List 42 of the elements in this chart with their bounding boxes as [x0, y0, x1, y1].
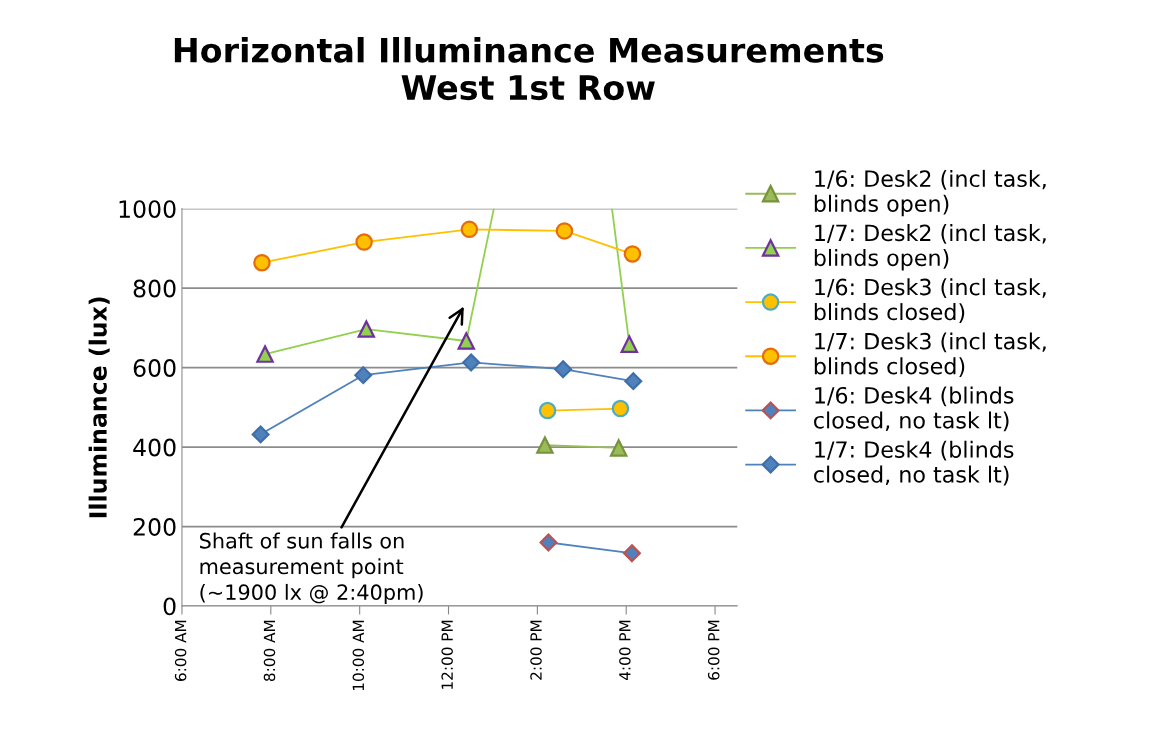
x-tick-label: 4:00 PM	[619, 620, 631, 681]
point	[624, 372, 643, 391]
point	[462, 353, 481, 372]
y-tick-label: 0	[163, 597, 176, 616]
x-tick-label: 6:00 AM	[174, 620, 187, 681]
point	[623, 544, 641, 563]
y-axis-title: Illuminance (lux)	[88, 297, 110, 518]
point	[620, 335, 639, 353]
legend-label: 1/7: Desk2 (incl task, blinds open)	[814, 224, 1046, 271]
x-tick-label: 10:00 AM	[352, 620, 365, 691]
point	[609, 439, 628, 457]
point	[354, 366, 373, 385]
point	[555, 222, 574, 240]
point	[357, 320, 376, 338]
annotation: Shaft of sun falls on measurement point (~1900 lx @ 2:40pm)	[200, 532, 423, 605]
legend-label: 1/6: Desk3 (incl task, blinds closed)	[814, 278, 1046, 323]
point	[460, 220, 479, 239]
point	[457, 332, 476, 350]
x-tick-label: 8:00 AM	[263, 620, 276, 682]
point	[355, 233, 373, 251]
point	[611, 399, 630, 418]
point	[253, 253, 271, 272]
legend-label: 1/6: Desk2 (incl task, blinds open)	[814, 169, 1046, 217]
chart-title: Horizontal Illuminance Measurements West 1st Row	[174, 37, 884, 101]
x-tick-label: 6:00 PM	[707, 620, 720, 680]
y-tick-label: 1000	[119, 200, 176, 218]
point	[538, 401, 557, 420]
y-tick-label: 400	[133, 438, 176, 457]
legend-label: 1/7: Desk4 (blinds closed, no task lt)	[814, 440, 1014, 486]
y-tick-label: 200	[133, 518, 176, 536]
x-tick-label: 2:00 PM	[530, 620, 542, 680]
point	[623, 245, 642, 263]
point	[539, 533, 558, 552]
y-tick-label: 800	[133, 279, 176, 298]
point	[251, 425, 270, 444]
legend-label: 1/7: Desk3 (incl task, blinds closed)	[814, 332, 1046, 378]
point	[554, 360, 573, 379]
y-tick-label: 600	[133, 359, 176, 377]
legend-label: 1/6: Desk4 (blinds closed, no task lt)	[814, 386, 1014, 432]
x-tick-label: 12:00 PM	[441, 620, 453, 689]
point	[256, 345, 274, 363]
point	[536, 436, 554, 454]
